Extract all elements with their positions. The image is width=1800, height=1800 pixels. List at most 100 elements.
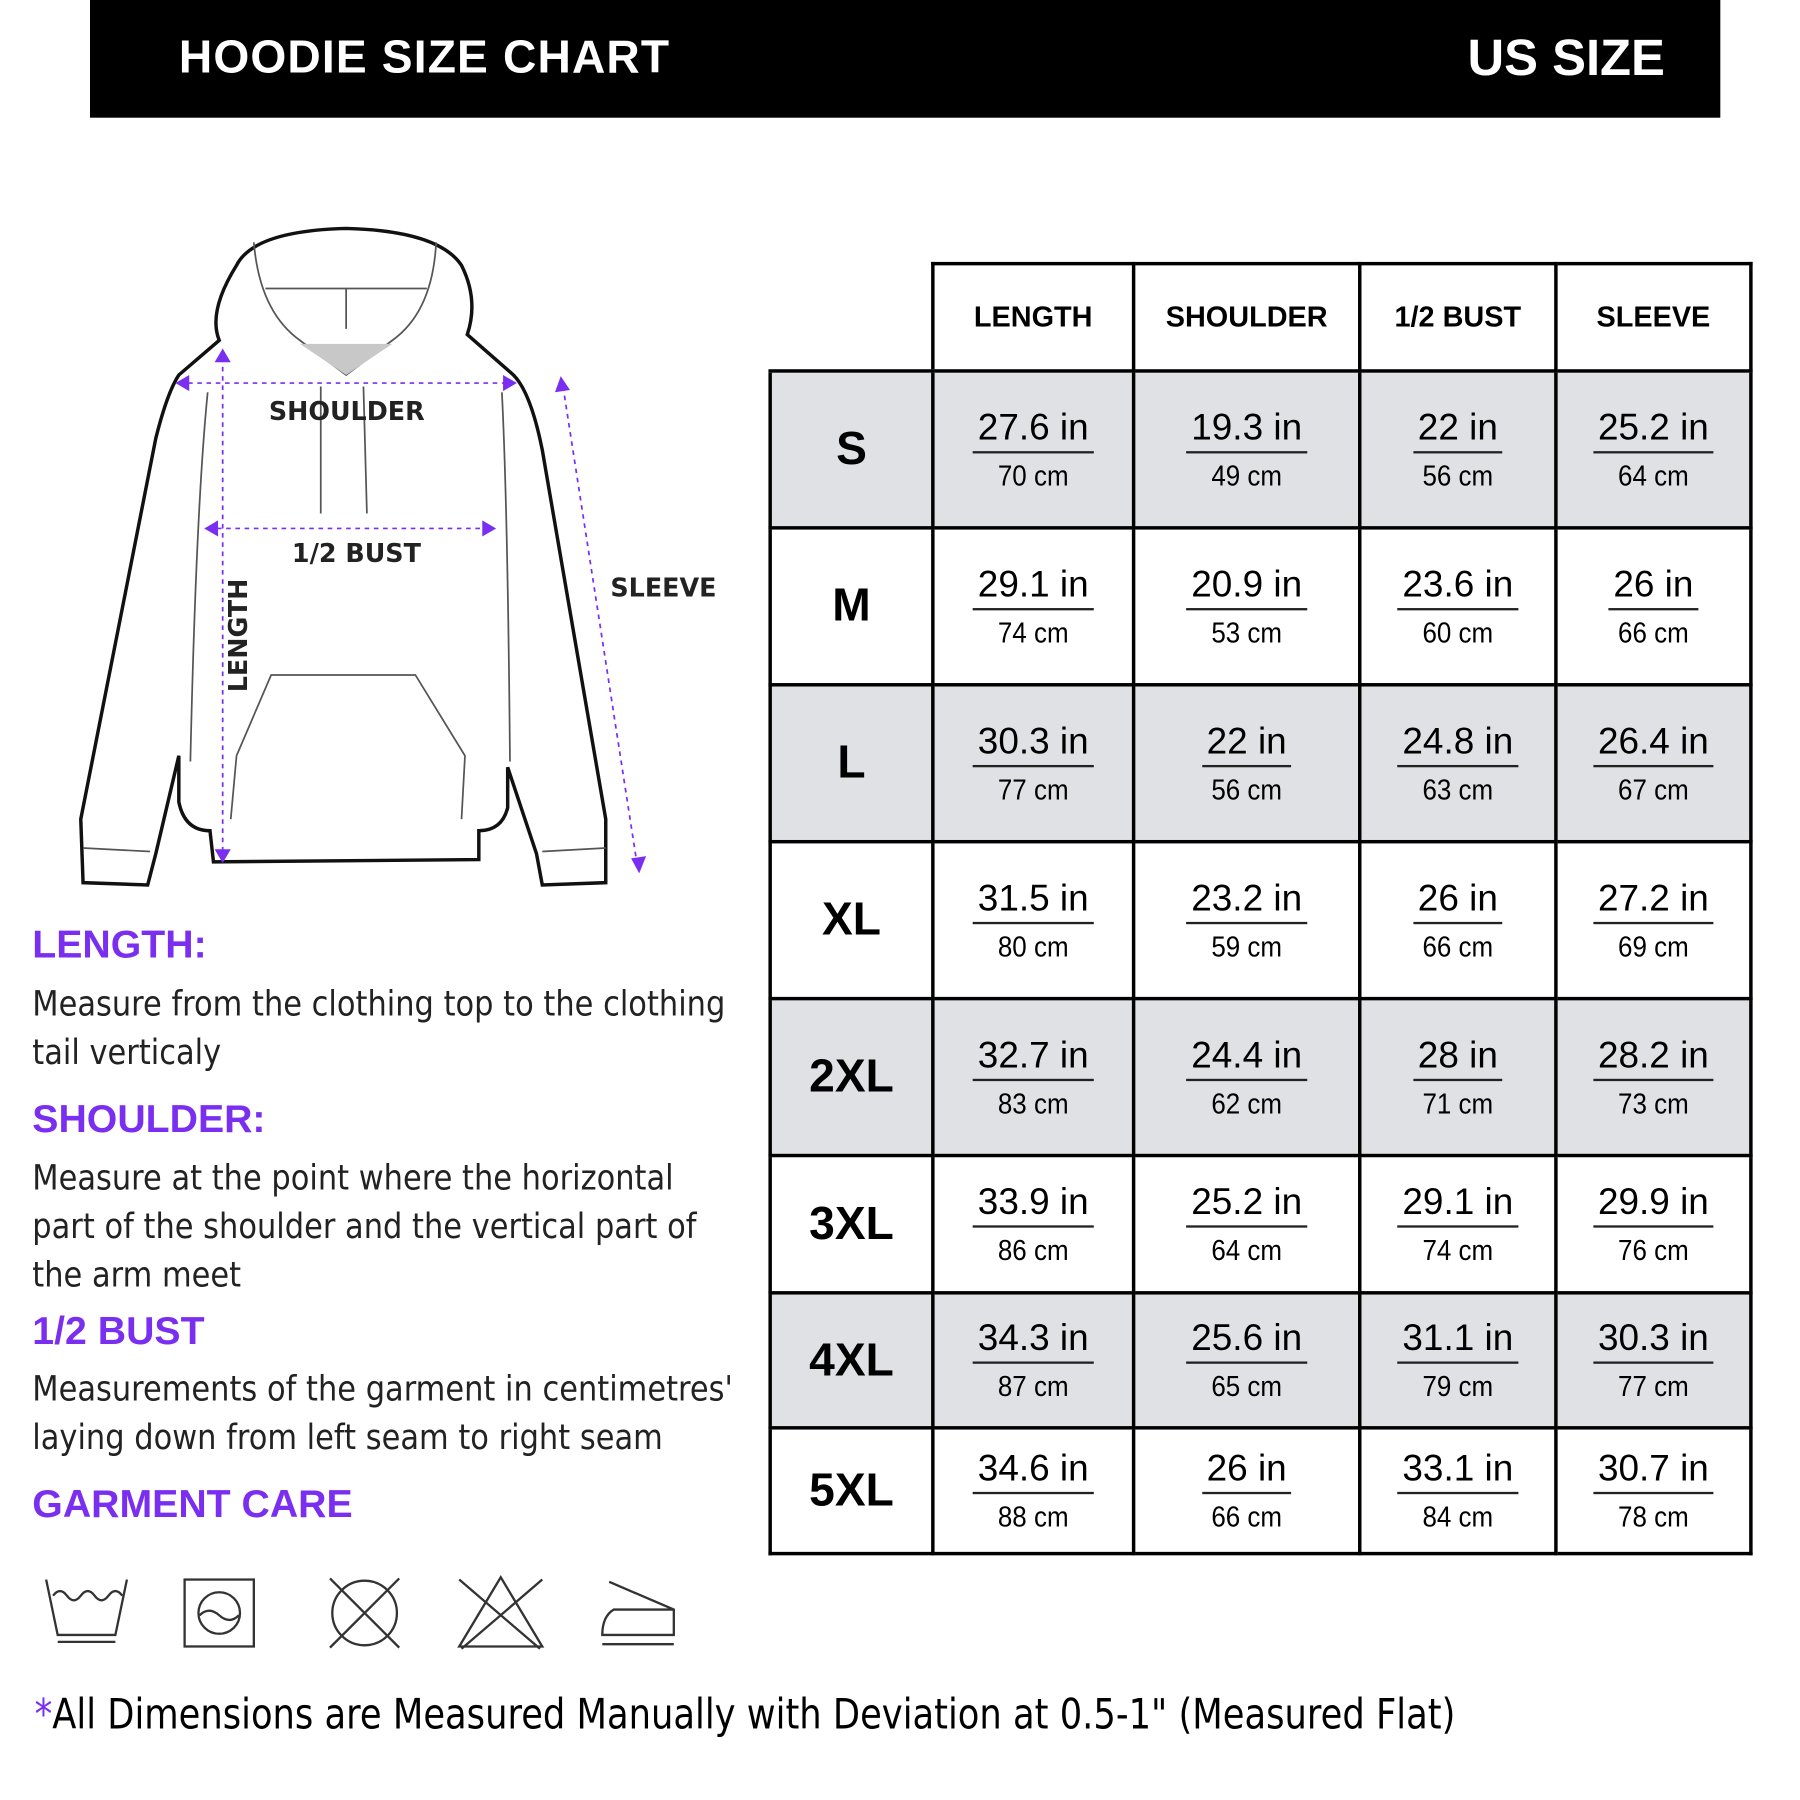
length-description: Measure from the clothing top to the clo… [32, 984, 726, 1074]
column-header-length: LENGTH [931, 261, 1136, 373]
inch-value: 29.1 in [1397, 1180, 1518, 1228]
measurement-cell: 29.9 in 76 cm [1554, 1153, 1753, 1295]
measurement-cell: 28.2 in 73 cm [1554, 996, 1753, 1158]
column-header-sleeve: SLEEVE [1554, 261, 1753, 373]
measurement-cell: 26 in 66 cm [1554, 526, 1753, 687]
size-label: M [768, 526, 935, 687]
machine-wash-gentle-icon [183, 1578, 255, 1648]
table-row: 2XL 32.7 in 83 cm 24.4 in 62 cm 28 in 71 cm 28.… [768, 996, 1753, 1158]
header-banner: HOODIE SIZE CHART US SIZE [89, 0, 1721, 118]
measurement-cell: 31.1 in 79 cm [1358, 1291, 1558, 1430]
inch-value: 31.5 in [973, 876, 1094, 924]
cm-value: 66 cm [1618, 616, 1689, 650]
inch-value: 26 in [1202, 1447, 1292, 1495]
column-header-bust: 1/2 BUST [1358, 261, 1558, 373]
measurement-cell: 20.9 in 53 cm [1131, 526, 1362, 687]
inch-value: 34.6 in [973, 1447, 1094, 1495]
measurement-cell: 30.7 in 78 cm [1554, 1426, 1753, 1556]
table-row: M 29.1 in 74 cm 20.9 in 53 cm 23.6 in 60 cm 26 … [768, 526, 1753, 687]
hoodie-diagram: SHOULDER 1/2 BUST LENGTH SLEEVE [69, 219, 738, 900]
cm-value: 74 cm [1422, 1234, 1494, 1267]
cm-value: 63 cm [1422, 773, 1494, 806]
cm-value: 64 cm [1618, 459, 1689, 493]
measurement-cell: 25.2 in 64 cm [1131, 1153, 1362, 1295]
cm-value: 88 cm [997, 1501, 1069, 1534]
shoulder-label: SHOULDER [268, 398, 425, 427]
inch-value: 33.1 in [1397, 1447, 1518, 1495]
column-header-shoulder: SHOULDER [1131, 261, 1362, 373]
iron-icon [601, 1580, 675, 1646]
cm-value: 78 cm [1618, 1501, 1689, 1534]
cm-value: 53 cm [1211, 616, 1283, 650]
footnote-text: All Dimensions are Measured Manually wit… [52, 1691, 1456, 1739]
table-row: 4XL 34.3 in 87 cm 25.6 in 65 cm 31.1 in 79 cm 3… [768, 1291, 1753, 1430]
inch-value: 30.3 in [1593, 1316, 1714, 1364]
shoulder-description: Measure at the point where the horizonta… [32, 1158, 697, 1296]
inch-value: 34.3 in [973, 1316, 1094, 1364]
inch-value: 25.6 in [1186, 1316, 1307, 1364]
inch-value: 23.2 in [1186, 876, 1307, 924]
cm-value: 49 cm [1211, 459, 1283, 493]
measurement-cell: 19.3 in 49 cm [1131, 369, 1362, 530]
table-header-row: LENGTH SHOULDER 1/2 BUST SLEEVE [770, 261, 1753, 373]
measurement-cell: 26 in 66 cm [1358, 839, 1558, 1001]
measurement-cell: 30.3 in 77 cm [931, 683, 1136, 844]
size-label: 3XL [768, 1153, 935, 1295]
table-row: XL 31.5 in 80 cm 23.2 in 59 cm 26 in 66 cm 27.2… [768, 839, 1753, 1001]
measurement-cell: 30.3 in 77 cm [1554, 1291, 1753, 1430]
inch-value: 23.6 in [1397, 562, 1518, 610]
measurement-cell: 23.6 in 60 cm [1358, 526, 1558, 687]
bust-heading: 1/2 BUST [32, 1309, 205, 1354]
measurement-cell: 23.2 in 59 cm [1131, 839, 1362, 1001]
table-row: 3XL 33.9 in 86 cm 25.2 in 64 cm 29.1 in 74 cm 2… [768, 1153, 1753, 1295]
inch-value: 33.9 in [973, 1180, 1094, 1228]
cm-value: 76 cm [1618, 1234, 1689, 1267]
garment-care-heading: GARMENT CARE [32, 1482, 353, 1527]
measurement-cell: 24.8 in 63 cm [1358, 683, 1558, 844]
length-heading: LENGTH: [32, 923, 207, 967]
cm-value: 56 cm [1422, 459, 1494, 493]
size-label: XL [768, 839, 935, 1001]
cm-value: 79 cm [1422, 1370, 1494, 1404]
cm-value: 66 cm [1422, 930, 1494, 963]
table-row: S 27.6 in 70 cm 19.3 in 49 cm 22 in 56 cm 25.2 … [768, 369, 1753, 530]
do-not-dry-clean-icon [329, 1577, 401, 1649]
footnote: *All Dimensions are Measured Manually wi… [35, 1691, 1456, 1738]
size-label: 5XL [768, 1426, 935, 1556]
inch-value: 28.2 in [1593, 1033, 1714, 1081]
size-label: 4XL [768, 1291, 935, 1430]
cm-value: 60 cm [1422, 616, 1494, 650]
cm-value: 62 cm [1211, 1087, 1283, 1120]
cm-value: 66 cm [1211, 1501, 1283, 1534]
inch-value: 30.7 in [1593, 1447, 1714, 1495]
measurement-cell: 31.5 in 80 cm [931, 839, 1136, 1001]
cm-value: 70 cm [997, 459, 1069, 493]
measurement-cell: 33.9 in 86 cm [931, 1153, 1136, 1295]
measurement-cell: 33.1 in 84 cm [1358, 1426, 1558, 1556]
hoodie-outline-icon [79, 226, 647, 887]
measurement-cell: 25.2 in 64 cm [1554, 369, 1753, 530]
table-row: 5XL 34.6 in 88 cm 26 in 66 cm 33.1 in 84 cm 30.… [768, 1426, 1753, 1556]
measurement-cell: 32.7 in 83 cm [931, 996, 1136, 1158]
inch-value: 28 in [1413, 1033, 1503, 1081]
measurement-cell: 22 in 56 cm [1358, 369, 1558, 530]
cm-value: 69 cm [1618, 930, 1689, 963]
page-title: HOODIE SIZE CHART [178, 32, 671, 84]
shoulder-heading: SHOULDER: [32, 1097, 266, 1142]
inch-value: 31.1 in [1397, 1316, 1518, 1364]
size-table: LENGTH SHOULDER 1/2 BUST SLEEVE S 27.6 in… [768, 261, 1753, 1556]
measurement-cell: 34.6 in 88 cm [931, 1426, 1136, 1556]
cm-value: 80 cm [997, 930, 1069, 963]
inch-value: 29.1 in [973, 562, 1094, 610]
inch-value: 22 in [1413, 406, 1503, 453]
measurement-cell: 28 in 71 cm [1358, 996, 1558, 1158]
region-label: US SIZE [1467, 29, 1665, 87]
footnote-star: * [34, 1691, 53, 1739]
cm-value: 77 cm [997, 773, 1069, 806]
measurement-cell: 24.4 in 62 cm [1131, 996, 1362, 1158]
cm-value: 67 cm [1618, 773, 1689, 806]
cm-value: 59 cm [1211, 930, 1283, 963]
measurement-cell: 29.1 in 74 cm [931, 526, 1136, 687]
size-label: L [768, 683, 935, 844]
inch-value: 25.2 in [1186, 1180, 1307, 1228]
